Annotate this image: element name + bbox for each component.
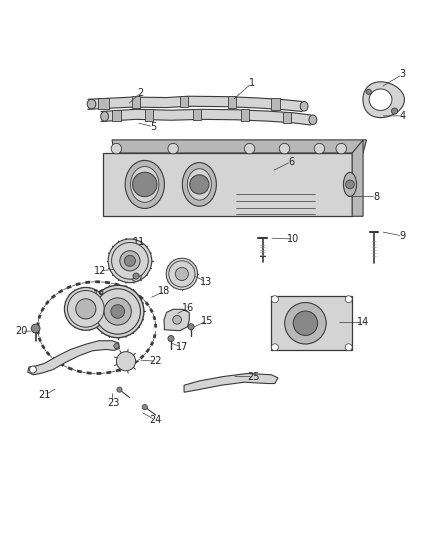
Circle shape	[31, 324, 40, 333]
Circle shape	[346, 180, 354, 189]
Polygon shape	[184, 374, 278, 392]
Text: 21: 21	[38, 390, 50, 400]
Ellipse shape	[125, 160, 164, 208]
Circle shape	[345, 296, 352, 303]
Circle shape	[111, 305, 124, 318]
Circle shape	[114, 343, 119, 349]
Ellipse shape	[343, 172, 357, 197]
Polygon shape	[132, 96, 141, 108]
Text: 10: 10	[287, 234, 299, 244]
Polygon shape	[98, 98, 109, 109]
PathPatch shape	[88, 96, 302, 111]
Circle shape	[112, 243, 148, 279]
Text: 24: 24	[149, 415, 162, 425]
Text: 15: 15	[201, 316, 213, 326]
Text: 14: 14	[357, 317, 369, 327]
Circle shape	[67, 290, 104, 327]
Circle shape	[108, 239, 152, 282]
PathPatch shape	[101, 109, 311, 125]
Text: 4: 4	[399, 111, 406, 121]
Polygon shape	[283, 111, 290, 123]
Text: 16: 16	[182, 303, 194, 313]
Polygon shape	[112, 140, 367, 153]
Circle shape	[117, 387, 122, 392]
Circle shape	[124, 255, 135, 266]
Circle shape	[173, 316, 181, 324]
Circle shape	[188, 324, 194, 330]
Circle shape	[272, 344, 279, 351]
Circle shape	[104, 298, 131, 325]
Polygon shape	[352, 140, 363, 216]
Polygon shape	[164, 309, 189, 330]
Text: 2: 2	[137, 88, 144, 98]
Polygon shape	[228, 96, 237, 108]
Text: 8: 8	[373, 192, 379, 201]
Text: 12: 12	[94, 266, 106, 276]
Polygon shape	[193, 109, 201, 120]
Text: 17: 17	[176, 342, 188, 352]
Polygon shape	[363, 82, 404, 118]
Circle shape	[168, 143, 178, 154]
Polygon shape	[103, 153, 352, 216]
Circle shape	[175, 268, 188, 280]
Polygon shape	[28, 341, 120, 375]
Circle shape	[166, 258, 198, 289]
Text: 3: 3	[399, 69, 406, 79]
Circle shape	[120, 251, 140, 271]
Circle shape	[314, 143, 325, 154]
Ellipse shape	[182, 163, 216, 206]
Text: 1: 1	[249, 78, 255, 88]
Text: 22: 22	[149, 356, 162, 366]
Ellipse shape	[285, 303, 326, 344]
Circle shape	[345, 344, 352, 351]
Polygon shape	[112, 110, 121, 122]
Circle shape	[168, 335, 174, 342]
Text: 23: 23	[107, 398, 120, 408]
Ellipse shape	[101, 111, 109, 121]
Polygon shape	[272, 98, 280, 110]
Ellipse shape	[309, 115, 317, 125]
Circle shape	[76, 299, 96, 319]
Text: 19: 19	[93, 290, 105, 300]
Circle shape	[131, 271, 141, 281]
Polygon shape	[272, 296, 352, 350]
Polygon shape	[241, 109, 249, 121]
Text: 20: 20	[15, 326, 28, 336]
Circle shape	[244, 143, 255, 154]
Polygon shape	[369, 89, 392, 110]
Ellipse shape	[131, 166, 159, 203]
Circle shape	[366, 89, 371, 94]
Polygon shape	[180, 95, 188, 107]
Circle shape	[29, 366, 36, 373]
Text: 11: 11	[134, 237, 146, 247]
Circle shape	[133, 273, 139, 279]
Circle shape	[111, 143, 122, 154]
Circle shape	[392, 108, 398, 114]
Circle shape	[169, 261, 195, 287]
Text: 6: 6	[288, 157, 294, 167]
Ellipse shape	[300, 101, 308, 111]
Circle shape	[190, 175, 209, 194]
Text: 5: 5	[150, 122, 157, 132]
Circle shape	[95, 289, 141, 334]
Text: 18: 18	[158, 286, 170, 296]
Text: 13: 13	[200, 277, 212, 287]
Circle shape	[336, 143, 346, 154]
Circle shape	[133, 172, 157, 197]
Text: 25: 25	[247, 372, 259, 382]
Text: 9: 9	[399, 231, 406, 241]
Circle shape	[92, 285, 144, 338]
Ellipse shape	[87, 99, 96, 109]
Circle shape	[272, 296, 279, 303]
Circle shape	[293, 311, 318, 335]
Circle shape	[117, 352, 136, 371]
Ellipse shape	[187, 169, 212, 200]
Circle shape	[279, 143, 290, 154]
Circle shape	[64, 287, 107, 330]
Circle shape	[142, 405, 148, 410]
Polygon shape	[145, 109, 153, 120]
